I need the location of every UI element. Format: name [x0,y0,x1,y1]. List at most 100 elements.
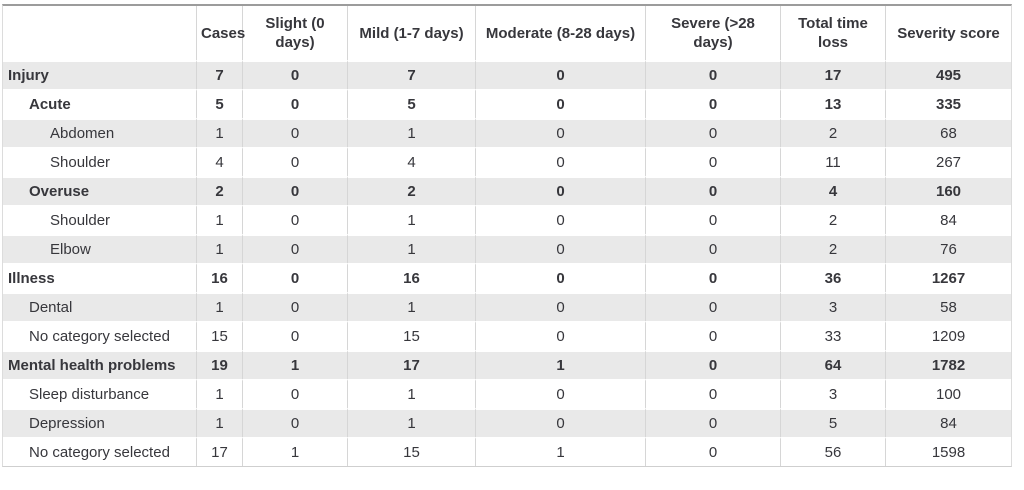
column-header: Severity score [886,6,1011,60]
column-header: Mild (1-7 days) [348,6,476,60]
column-header: Total time loss [781,6,886,60]
value-cell: 0 [646,292,781,321]
row-label: Abdomen [3,118,197,147]
value-cell: 0 [243,176,348,205]
value-cell: 1 [476,350,646,379]
value-cell: 0 [243,234,348,263]
value-cell: 7 [197,60,243,89]
table-row: Sleep disturbance 1 0 1 0 0 3 100 [3,379,1011,408]
value-cell: 0 [476,176,646,205]
value-cell: 1 [197,205,243,234]
value-cell: 0 [646,118,781,147]
value-cell: 0 [476,60,646,89]
value-cell: 84 [886,408,1011,437]
value-cell: 335 [886,89,1011,118]
value-cell: 0 [476,118,646,147]
value-cell: 0 [646,408,781,437]
table-row: Depression 1 0 1 0 0 5 84 [3,408,1011,437]
value-cell: 0 [646,205,781,234]
value-cell: 0 [476,205,646,234]
value-cell: 16 [348,263,476,292]
column-header: Cases [197,6,245,60]
table-row: No category selected 17 1 15 1 0 56 1598 [3,437,1011,466]
value-cell: 0 [243,292,348,321]
value-cell: 1 [348,408,476,437]
value-cell: 17 [781,60,886,89]
value-cell: 0 [476,263,646,292]
value-cell: 5 [197,89,243,118]
value-cell: 11 [781,147,886,176]
value-cell: 5 [781,408,886,437]
value-cell: 100 [886,379,1011,408]
value-cell: 3 [781,292,886,321]
row-label: No category selected [3,321,197,350]
value-cell: 2 [781,118,886,147]
value-cell: 0 [646,60,781,89]
value-cell: 56 [781,437,886,466]
header-row: Cases Slight (0 days) Mild (1-7 days) Moder… [3,6,1011,60]
value-cell: 4 [781,176,886,205]
column-header: Moderate (8-28 days) [476,6,646,60]
row-label: No category selected [3,437,197,466]
value-cell: 0 [646,350,781,379]
report-table-container: Cases Slight (0 days) Mild (1-7 days) Moder… [2,4,1012,467]
value-cell: 1 [197,379,243,408]
value-cell: 1 [348,234,476,263]
value-cell: 0 [476,292,646,321]
value-cell: 0 [646,321,781,350]
value-cell: 0 [646,147,781,176]
value-cell: 1598 [886,437,1011,466]
severity-report-table: Cases Slight (0 days) Mild (1-7 days) Moder… [2,4,1012,467]
column-header: Severe (>28 days) [646,6,781,60]
table-row: Dental 1 0 1 0 0 3 58 [3,292,1011,321]
value-cell: 0 [646,263,781,292]
value-cell: 76 [886,234,1011,263]
value-cell: 15 [348,321,476,350]
value-cell: 1 [243,350,348,379]
value-cell: 7 [348,60,476,89]
value-cell: 1 [197,234,243,263]
value-cell: 0 [243,263,348,292]
value-cell: 0 [646,89,781,118]
value-cell: 495 [886,60,1011,89]
value-cell: 160 [886,176,1011,205]
value-cell: 17 [348,350,476,379]
column-header: Slight (0 days) [243,6,348,60]
value-cell: 64 [781,350,886,379]
value-cell: 84 [886,205,1011,234]
table-row: Injury 7 0 7 0 0 17 495 [3,60,1011,89]
value-cell: 36 [781,263,886,292]
value-cell: 16 [197,263,243,292]
table-row: Elbow 1 0 1 0 0 2 76 [3,234,1011,263]
value-cell: 0 [243,379,348,408]
value-cell: 1 [197,292,243,321]
row-label: Injury [3,60,197,89]
value-cell: 1 [243,437,348,466]
value-cell: 0 [243,118,348,147]
table-row: Illness 16 0 16 0 0 36 1267 [3,263,1011,292]
value-cell: 4 [348,147,476,176]
table-row: Acute 5 0 5 0 0 13 335 [3,89,1011,118]
table-row: Abdomen 1 0 1 0 0 2 68 [3,118,1011,147]
table-row: Overuse 2 0 2 0 0 4 160 [3,176,1011,205]
value-cell: 1 [197,408,243,437]
value-cell: 0 [476,89,646,118]
value-cell: 1209 [886,321,1011,350]
value-cell: 1 [476,437,646,466]
value-cell: 1 [197,118,243,147]
value-cell: 1 [348,205,476,234]
value-cell: 1 [348,292,476,321]
value-cell: 1 [348,118,476,147]
value-cell: 15 [348,437,476,466]
value-cell: 0 [476,147,646,176]
value-cell: 68 [886,118,1011,147]
row-label: Shoulder [3,147,197,176]
value-cell: 0 [243,205,348,234]
row-label: Acute [3,89,197,118]
value-cell: 2 [348,176,476,205]
table-row: Shoulder 4 0 4 0 0 11 267 [3,147,1011,176]
value-cell: 0 [243,60,348,89]
table-row: No category selected 15 0 15 0 0 33 1209 [3,321,1011,350]
value-cell: 0 [243,408,348,437]
value-cell: 1 [348,379,476,408]
